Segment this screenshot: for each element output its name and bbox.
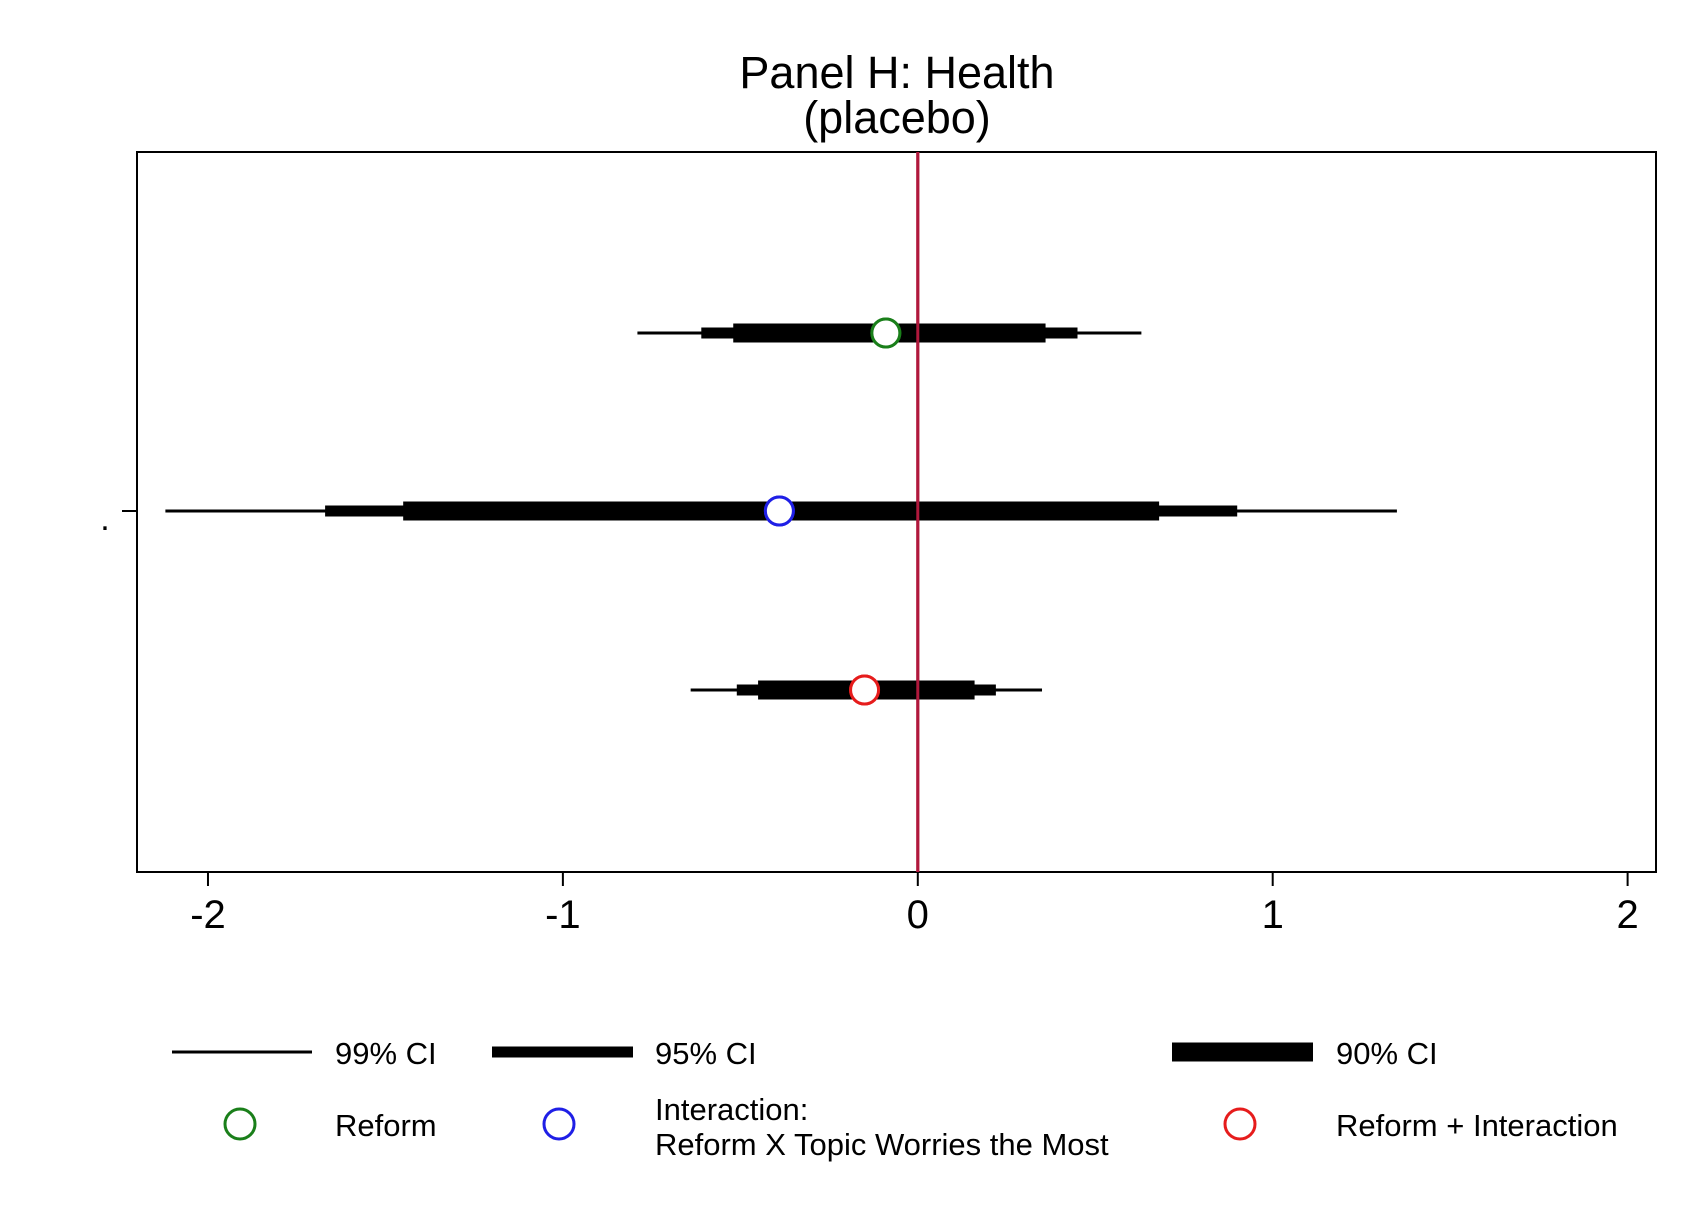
y-tick-label: .	[100, 500, 109, 538]
point-estimate-marker-top	[870, 317, 902, 349]
x-tick-label: -1	[545, 893, 581, 937]
legend-ci95-label: 95% CI	[655, 1036, 757, 1071]
legend-ci90-label: 90% CI	[1336, 1036, 1438, 1071]
legend-ci99-label: 99% CI	[335, 1036, 437, 1071]
x-tick-label: 1	[1262, 893, 1284, 937]
legend-interaction-marker	[542, 1107, 576, 1141]
legend-interaction-label-line2: Reform X Topic Worries the Most	[655, 1127, 1109, 1162]
x-tick-label: 0	[907, 893, 929, 937]
legend-reform-marker	[223, 1107, 257, 1141]
legend-interaction-label-line1: Interaction:	[655, 1092, 808, 1127]
legend: 99% CI 95% CI 90% CI Reform Interaction:…	[172, 1036, 1618, 1162]
legend-reform-interaction-label: Reform + Interaction	[1336, 1108, 1618, 1143]
x-tick-label: -2	[190, 893, 226, 937]
x-tick-label: 2	[1616, 893, 1638, 937]
chart-title-line2: (placebo)	[803, 92, 991, 143]
legend-reform-interaction-marker	[1223, 1107, 1257, 1141]
chart-title-line1: Panel H: Health	[739, 47, 1054, 98]
series-marks	[165, 152, 1397, 872]
point-estimate-marker-top	[763, 495, 795, 527]
point-estimate-marker-top	[849, 674, 881, 706]
x-axis: -2 -1 0 1 2	[190, 872, 1639, 937]
legend-reform-label: Reform	[335, 1108, 437, 1143]
